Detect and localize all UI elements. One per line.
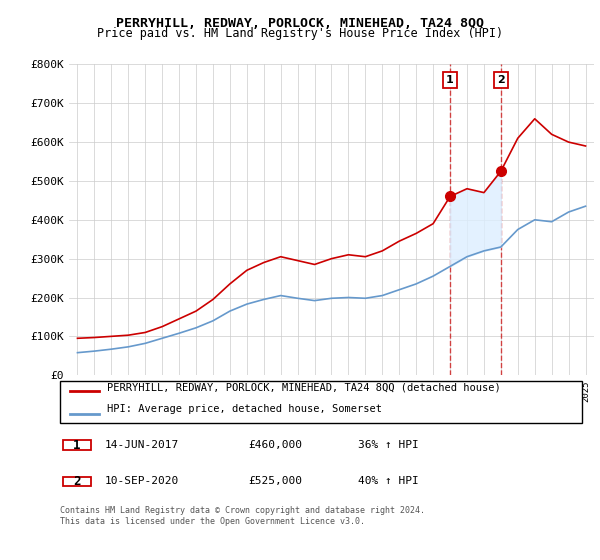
Text: Price paid vs. HM Land Registry's House Price Index (HPI): Price paid vs. HM Land Registry's House … [97,27,503,40]
Text: HPI: Average price, detached house, Somerset: HPI: Average price, detached house, Some… [107,404,382,414]
Text: 2: 2 [73,475,81,488]
Text: £460,000: £460,000 [248,440,302,450]
Text: 36% ↑ HPI: 36% ↑ HPI [358,440,418,450]
Text: 2: 2 [497,75,505,85]
Text: PERRYHILL, REDWAY, PORLOCK, MINEHEAD, TA24 8QQ: PERRYHILL, REDWAY, PORLOCK, MINEHEAD, TA… [116,17,484,30]
Text: 1: 1 [446,75,454,85]
Bar [62,477,91,486]
Text: 40% ↑ HPI: 40% ↑ HPI [358,477,418,486]
Text: 10-SEP-2020: 10-SEP-2020 [104,477,179,486]
Text: Contains HM Land Registry data © Crown copyright and database right 2024.
This d: Contains HM Land Registry data © Crown c… [60,506,425,526]
Text: £525,000: £525,000 [248,477,302,486]
Bar [62,441,91,450]
Text: PERRYHILL, REDWAY, PORLOCK, MINEHEAD, TA24 8QQ (detached house): PERRYHILL, REDWAY, PORLOCK, MINEHEAD, TA… [107,382,501,392]
Text: 1: 1 [73,438,81,451]
Text: 14-JUN-2017: 14-JUN-2017 [104,440,179,450]
